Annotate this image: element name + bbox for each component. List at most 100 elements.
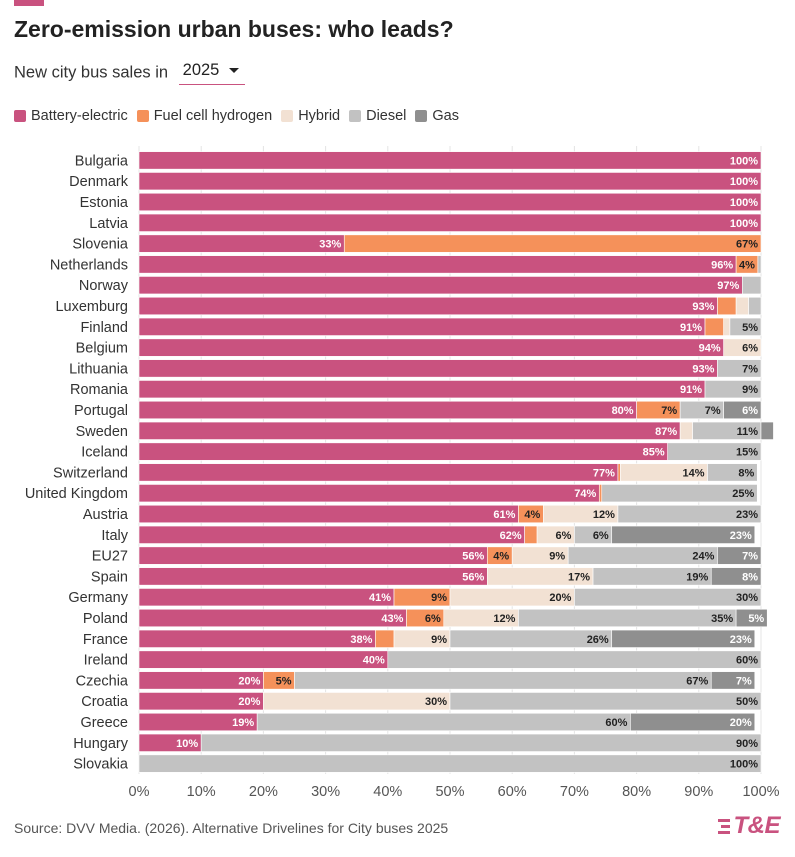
data-label: 6%: [425, 613, 441, 625]
category-label: Denmark: [69, 174, 129, 190]
year-filter: New city bus sales in 2025: [14, 61, 246, 85]
bar-segment: [138, 588, 395, 607]
bar-segment: [667, 442, 762, 461]
legend-item-hybrid[interactable]: Hybrid: [281, 108, 340, 124]
data-label: 9%: [431, 634, 447, 646]
legend-swatch: [136, 110, 149, 122]
data-label: 23%: [736, 509, 758, 521]
category-label: Portugal: [74, 403, 128, 419]
data-label: 30%: [425, 696, 447, 708]
data-label: 43%: [381, 613, 403, 625]
data-label: 17%: [568, 571, 590, 583]
data-label: 100%: [730, 197, 758, 209]
data-label: 100%: [730, 218, 758, 230]
data-label: 5%: [276, 675, 292, 687]
legend-item-fuel-cell-hydrogen[interactable]: Fuel cell hydrogen: [136, 108, 272, 124]
bar-segment: [138, 754, 762, 773]
data-label: 4%: [739, 259, 755, 271]
data-label: 94%: [699, 343, 721, 355]
legend-label: Gas: [432, 108, 459, 124]
data-label: 5%: [742, 322, 758, 334]
bar-segment: [611, 525, 756, 544]
x-tick-label: 0%: [129, 784, 150, 800]
bar-segment: [138, 484, 600, 503]
category-label: Hungary: [73, 736, 129, 752]
data-label: 91%: [680, 322, 702, 334]
data-label: 12%: [593, 509, 615, 521]
bar-segment: [723, 338, 762, 357]
category-label: Poland: [83, 611, 128, 627]
bar-segment: [138, 317, 706, 336]
bar-segment: [717, 546, 762, 565]
filter-label: New city bus sales in: [14, 63, 169, 82]
data-label: 8%: [742, 571, 758, 583]
stacked-bar-chart: Bulgaria 100% Denmark 100% Estonia 100% Latvia…: [25, 146, 780, 800]
data-label: 67%: [686, 675, 708, 687]
x-tick-label: 60%: [498, 784, 527, 800]
data-label: 67%: [736, 239, 758, 251]
bar-segment: [138, 213, 762, 232]
bar-segment: [729, 317, 762, 336]
data-label: 6%: [742, 343, 758, 355]
bar-segment: [717, 296, 737, 316]
data-label: 35%: [711, 613, 733, 625]
bar-segment: [138, 504, 519, 524]
data-label: 56%: [462, 551, 484, 563]
data-label: 100%: [730, 155, 758, 167]
bar-segment: [760, 421, 774, 440]
category-label: Latvia: [89, 216, 129, 232]
bar-segment: [387, 650, 762, 669]
data-label: 87%: [655, 426, 677, 438]
data-label: 60%: [605, 717, 627, 729]
data-label: 20%: [730, 717, 752, 729]
bar-segment: [138, 525, 525, 544]
data-label: 61%: [493, 509, 515, 521]
category-label: Belgium: [76, 341, 128, 357]
bar-segment: [138, 338, 724, 357]
x-tick-label: 40%: [373, 784, 402, 800]
data-label: 7%: [736, 675, 752, 687]
x-tick-label: 80%: [622, 784, 651, 800]
category-label: United Kingdom: [25, 486, 128, 502]
chevron-down-icon: [229, 68, 240, 73]
bar-segment: [138, 234, 345, 253]
chart-title: Zero-emission urban buses: who leads?: [14, 16, 454, 42]
bar-segment: [704, 317, 724, 336]
category-label: Netherlands: [50, 257, 128, 273]
data-label: 74%: [574, 488, 596, 500]
category-label: Ireland: [84, 653, 128, 669]
category-label: Greece: [80, 715, 128, 731]
source-note: Source: DVV Media. (2026). Alternative D…: [14, 820, 449, 836]
category-label: Switzerland: [53, 465, 128, 481]
bar-segment: [138, 172, 762, 191]
bar-segment: [707, 463, 758, 482]
data-label: 19%: [232, 717, 254, 729]
bar-segment: [735, 296, 749, 316]
legend-item-diesel[interactable]: Diesel: [349, 108, 406, 124]
bar-segment: [138, 546, 488, 565]
bar-segment: [138, 463, 619, 482]
bar-segment: [748, 296, 762, 316]
legend-label: Diesel: [366, 108, 407, 124]
x-tick-label: 70%: [560, 784, 589, 800]
bar-segment: [735, 608, 768, 628]
data-label: 90%: [736, 738, 758, 750]
data-label: 20%: [238, 675, 260, 687]
legend-label: Hybrid: [298, 108, 341, 124]
category-label: Estonia: [80, 195, 129, 211]
bar-segment: [256, 712, 631, 732]
legend-item-battery-electric[interactable]: Battery-electric: [14, 108, 128, 124]
bar-segment: [138, 359, 718, 378]
bar-segment: [757, 255, 762, 274]
bar-segment: [723, 317, 731, 336]
year-select[interactable]: 2025: [178, 61, 246, 85]
data-label: 25%: [732, 488, 754, 500]
te-logo: T&E: [717, 812, 780, 840]
bar-segment: [710, 671, 756, 690]
data-label: 38%: [350, 634, 372, 646]
data-label: 19%: [686, 571, 708, 583]
bar-segment: [611, 629, 756, 648]
bar-segment: [138, 192, 762, 212]
data-label: 77%: [593, 467, 615, 479]
legend-item-gas[interactable]: Gas: [415, 108, 459, 124]
